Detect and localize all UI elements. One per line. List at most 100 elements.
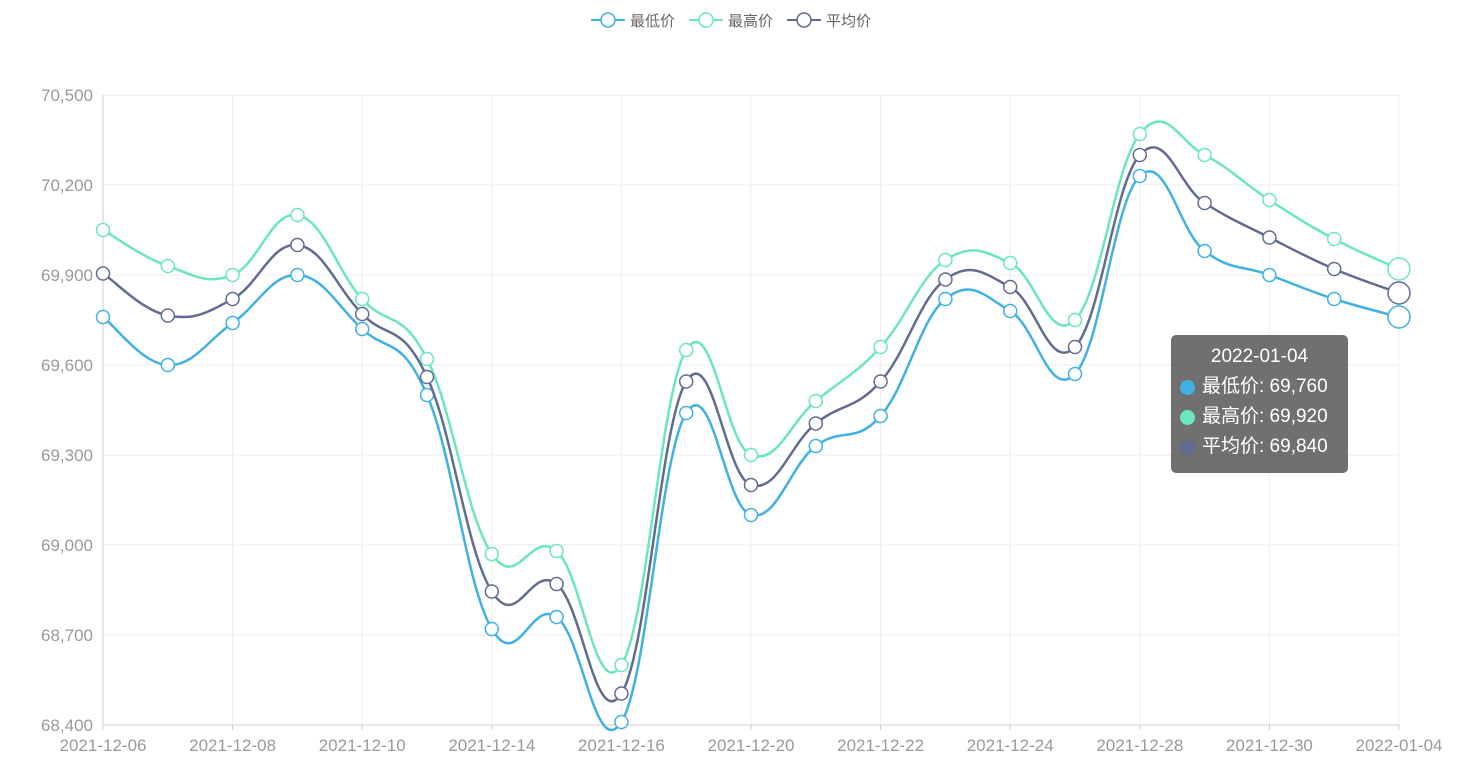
data-point [419, 351, 435, 367]
chart-tooltip: 2022-01-04 最低价: 69,760 最高价: 69,920 平均价: … [1171, 335, 1348, 473]
data-point [1387, 281, 1411, 305]
data-point [938, 252, 953, 268]
x-tick-label: 2022-01-04 [1356, 736, 1443, 755]
data-point [808, 393, 824, 409]
data-point [419, 369, 435, 385]
y-tick-label: 69,900 [41, 266, 93, 285]
legend-label-avg: 平均价 [826, 12, 872, 30]
y-tick-label: 68,400 [41, 716, 93, 735]
data-point [549, 609, 564, 625]
data-point [354, 321, 370, 337]
legend-line-circle-icon [590, 12, 625, 28]
data-point [743, 507, 759, 523]
data-point [1197, 195, 1212, 211]
y-tick-label: 69,600 [41, 356, 93, 375]
data-point [484, 584, 500, 599]
data-point [678, 374, 694, 389]
data-point [938, 272, 953, 287]
data-point [1326, 291, 1342, 307]
data-point [1132, 168, 1148, 184]
data-point [1262, 192, 1277, 208]
data-point [95, 266, 111, 281]
data-point [808, 416, 824, 431]
x-tick-label: 2021-12-20 [708, 736, 795, 755]
y-tick-label: 70,200 [41, 176, 93, 195]
data-point [1132, 126, 1148, 142]
data-point [1002, 279, 1018, 295]
tooltip-title: 2022-01-04 [1210, 346, 1309, 367]
x-tick-label: 2021-12-08 [189, 736, 276, 755]
data-point [1326, 261, 1342, 277]
data-point [484, 546, 500, 562]
tooltip-row-high: 最高价: 69,920 [1180, 402, 1348, 432]
data-point [549, 543, 564, 559]
data-point [1197, 147, 1212, 163]
data-point [614, 657, 629, 673]
legend-label-low: 最低价 [629, 12, 675, 30]
tooltip-row-avg: 平均价: 69,840 [1180, 432, 1348, 462]
data-point [160, 258, 176, 274]
y-tick-label: 70,500 [41, 86, 93, 105]
tooltip-value-high: 最高价: 69,920 [1202, 406, 1328, 427]
data-point [484, 621, 500, 637]
data-point [938, 291, 953, 307]
data-point [678, 342, 694, 358]
x-tick-label: 2021-12-24 [967, 736, 1054, 755]
x-tick-label: 2021-12-30 [1226, 736, 1313, 755]
data-point [678, 405, 694, 421]
y-tick-label: 68,700 [41, 626, 93, 645]
legend-item-low[interactable]: 最低价 [590, 10, 675, 31]
data-point [1002, 255, 1018, 271]
data-point [290, 207, 305, 223]
data-point [95, 222, 111, 238]
data-point [160, 357, 176, 373]
x-tick-label: 2021-12-28 [1096, 736, 1183, 755]
data-point [1262, 267, 1277, 283]
data-point [614, 714, 629, 730]
data-point [1387, 257, 1411, 281]
legend-line-circle-icon [787, 12, 821, 28]
data-point [743, 447, 759, 463]
data-point [290, 267, 305, 283]
legend-label-high: 最高价 [727, 12, 773, 30]
legend-item-high[interactable]: 最高价 [688, 10, 773, 31]
y-tick-label: 69,000 [41, 536, 93, 555]
x-tick-label: 2021-12-22 [837, 736, 924, 755]
x-tick-label: 2021-12-10 [319, 736, 406, 755]
data-point [225, 291, 240, 307]
data-point [1262, 230, 1277, 245]
x-tick-label: 2021-12-06 [60, 736, 147, 755]
data-point [1067, 339, 1083, 355]
x-tick-label: 2021-12-16 [578, 736, 665, 755]
legend-line-circle-icon [688, 12, 723, 28]
data-point [1002, 303, 1018, 319]
y-tick-label: 69,300 [41, 446, 93, 465]
data-point [1067, 366, 1083, 382]
tooltip-row-low: 最低价: 69,760 [1180, 372, 1348, 402]
data-point [743, 477, 759, 493]
data-point [225, 315, 240, 331]
x-tick-label: 2021-12-14 [448, 736, 535, 755]
legend-item-avg[interactable]: 平均价 [787, 10, 871, 31]
tooltip-dot-avg [1180, 439, 1195, 455]
data-point [160, 308, 176, 323]
data-point [354, 306, 370, 322]
tooltip-value-low: 最低价: 69,760 [1202, 376, 1328, 397]
data-point [873, 374, 888, 389]
tooltip-dot-high [1180, 409, 1195, 425]
data-point [1132, 147, 1148, 163]
data-point [873, 408, 888, 424]
data-point [290, 237, 305, 253]
data-point [614, 686, 629, 701]
data-point [808, 438, 824, 454]
data-point [95, 309, 111, 325]
data-point [873, 339, 888, 355]
data-point [1197, 243, 1212, 259]
tooltip-value-avg: 平均价: 69,840 [1202, 436, 1328, 457]
tooltip-dot-low [1180, 379, 1195, 395]
data-point [1387, 305, 1411, 329]
chart-legend: 最低价 最高价 平均价 [0, 8, 1462, 32]
data-point [1326, 231, 1342, 247]
data-point [549, 576, 564, 592]
